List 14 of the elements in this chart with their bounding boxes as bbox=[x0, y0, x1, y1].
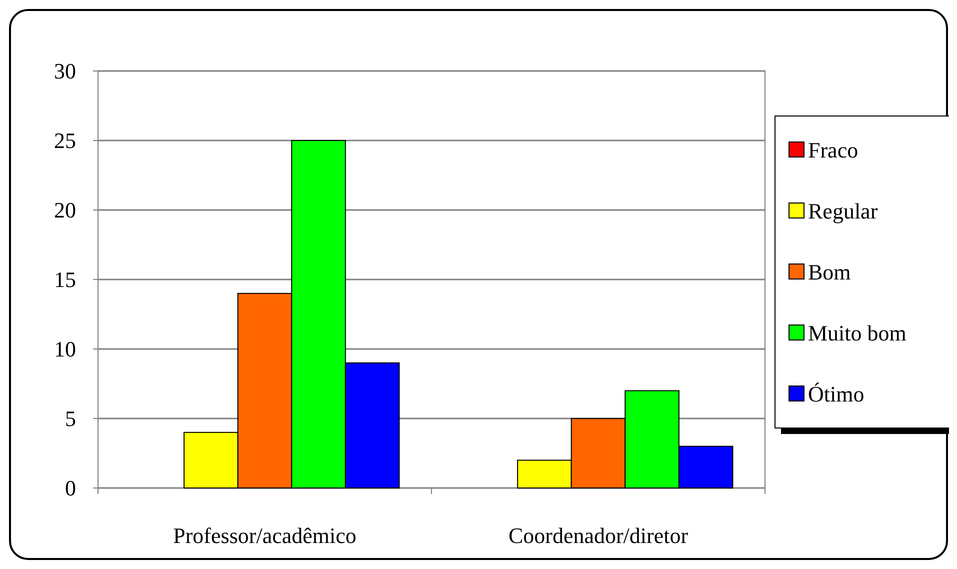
y-tick-label: 15 bbox=[54, 267, 76, 292]
legend-label: Regular bbox=[808, 198, 878, 224]
x-tick-label: Professor/acadêmico bbox=[173, 523, 356, 548]
y-tick-label: 5 bbox=[65, 406, 76, 432]
y-tick-label: 10 bbox=[54, 336, 76, 362]
legend-label: Fraco bbox=[808, 138, 858, 163]
y-tick-label: 20 bbox=[54, 198, 76, 223]
x-tick-label: Coordenador/diretor bbox=[508, 523, 689, 548]
y-tick-label: 0 bbox=[65, 476, 76, 501]
legend-label: Muito bom bbox=[808, 320, 906, 346]
legend-label: Bom bbox=[808, 260, 851, 285]
y-tick-label: 30 bbox=[54, 58, 76, 84]
legend-label: Ótimo bbox=[808, 382, 864, 407]
y-tick-label: 25 bbox=[54, 128, 76, 154]
